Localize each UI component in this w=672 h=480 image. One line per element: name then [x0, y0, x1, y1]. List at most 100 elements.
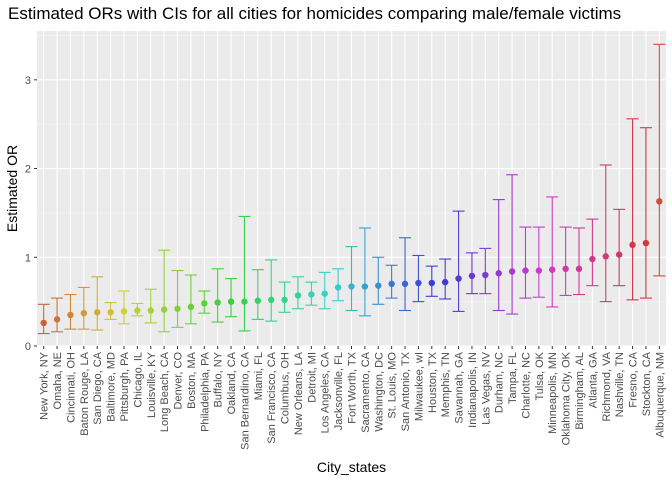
x-tick-label: Nashville, TN — [614, 352, 626, 417]
estimate-point — [53, 316, 61, 323]
y-tick-label: 0 — [25, 341, 31, 353]
x-tick-label: St. Louis, MO — [387, 352, 399, 419]
estimate-point — [67, 311, 74, 319]
x-tick-label: Memphis, TN — [440, 352, 452, 417]
x-tick-label: Buffalo, NY — [213, 351, 225, 407]
estimate-point — [415, 279, 422, 287]
estimate-point — [80, 309, 88, 317]
x-tick-label: San Antonio, TX — [400, 351, 412, 431]
estimate-point — [495, 270, 502, 277]
estimate-point — [174, 305, 181, 312]
x-tick-label: San Francisco, CA — [266, 351, 278, 443]
x-tick-label: New Orleans, LA — [293, 351, 305, 435]
x-tick-label: Sacramento, CA — [360, 351, 372, 432]
estimate-point — [575, 265, 583, 273]
estimate-point — [401, 280, 409, 288]
estimate-point — [40, 319, 47, 327]
estimate-point — [602, 253, 609, 260]
x-tick-label: Baton Rouge, LA — [79, 351, 91, 435]
estimate-point — [535, 267, 543, 274]
estimate-point — [522, 267, 529, 274]
estimate-point — [629, 241, 636, 249]
y-tick-label: 2 — [25, 164, 31, 176]
x-tick-label: Baltimore, MD — [106, 352, 118, 422]
x-tick-label: Philadelphia, PA — [199, 351, 211, 432]
estimate-point — [281, 296, 288, 304]
x-axis-label: City_states — [317, 459, 386, 475]
estimate-point — [375, 282, 382, 289]
x-tick-label: Omaha, NE — [52, 352, 64, 409]
estimate-point — [201, 300, 208, 307]
estimate-point — [134, 307, 141, 314]
estimate-point — [441, 278, 449, 286]
estimate-point — [160, 306, 168, 313]
x-tick-label: Cincinnati, OH — [65, 352, 77, 423]
y-axis-ticks: 0 1 2 3 — [25, 75, 37, 353]
x-tick-label: Indianapolis, IN — [467, 352, 479, 428]
x-tick-label: Atlanta, GA — [587, 351, 599, 408]
x-tick-label: Chicago, IL — [132, 352, 144, 408]
estimate-point — [268, 296, 275, 304]
estimate-point — [589, 255, 596, 263]
estimate-point — [562, 265, 569, 273]
x-tick-label: Albuquerque, NM — [654, 352, 666, 438]
x-tick-label: Los Angeles, CA — [320, 351, 332, 433]
x-tick-label: Milwaukee, wI — [413, 352, 425, 421]
x-tick-label: Oklahoma City, OK — [561, 351, 573, 445]
x-tick-label: Detroit, MI — [306, 352, 318, 403]
estimate-point — [361, 283, 369, 290]
x-tick-label: Birmingham, AL — [574, 352, 586, 430]
x-tick-label: Charlotte, NC — [520, 352, 532, 419]
estimate-point — [455, 275, 462, 282]
x-tick-label: Savannah, GA — [454, 351, 466, 423]
x-tick-label: Washington, DC — [373, 352, 385, 432]
estimate-point — [468, 272, 476, 280]
y-tick-label: 3 — [25, 75, 31, 87]
x-tick-label: Denver, CO — [173, 352, 185, 410]
estimate-point — [241, 298, 248, 305]
estimate-point — [308, 291, 315, 298]
estimate-point — [549, 266, 556, 273]
x-tick-label: San Diego, CA — [92, 351, 104, 424]
estimate-point — [508, 268, 516, 275]
x-tick-label: Durham, NC — [494, 352, 506, 413]
estimate-point — [227, 298, 235, 305]
x-tick-label: Houston, TX — [427, 351, 439, 413]
x-tick-label: Fresno, CA — [628, 351, 640, 407]
x-tick-label: New York, NY — [39, 351, 51, 420]
chart-title: Estimated ORs with CIs for all cities fo… — [8, 4, 622, 23]
estimate-point — [656, 198, 663, 205]
x-tick-label: Miami, FL — [253, 352, 265, 400]
estimate-point — [187, 303, 195, 311]
estimate-point — [388, 280, 395, 288]
x-tick-label: Tampa, FL — [507, 352, 519, 404]
estimate-point — [348, 283, 355, 290]
y-axis-label: Estimated OR — [4, 145, 20, 232]
x-tick-label: Louisville, KY — [146, 351, 158, 418]
estimate-point — [615, 251, 623, 258]
x-tick-label: Pittsburgh, PA — [119, 351, 131, 421]
estimate-point — [107, 309, 114, 316]
x-tick-label: Oakland, CA — [226, 351, 238, 414]
estimate-point — [120, 308, 128, 315]
x-tick-label: Boston, MA — [186, 351, 198, 409]
estimate-point — [334, 284, 342, 291]
estimate-point — [428, 279, 435, 287]
x-tick-label: San Bernardino, CA — [239, 351, 251, 449]
x-tick-label: Long Beach, CA — [159, 351, 171, 432]
estimate-point — [482, 271, 489, 279]
estimate-point — [254, 297, 262, 304]
x-tick-label: Fort Worth, TX — [347, 351, 359, 423]
x-tick-label: Las Vegas, NV — [480, 351, 492, 424]
x-axis-ticks: New York, NY Omaha, NE Cincinnati, OH Baton… — [39, 346, 666, 450]
estimate-point — [147, 307, 154, 314]
x-tick-label: Tulsa, OK — [534, 351, 546, 400]
estimate-point — [321, 290, 328, 297]
x-tick-label: Stockton, CA — [641, 351, 653, 416]
x-tick-label: Jacksonville, FL — [333, 352, 345, 430]
point-layer — [40, 198, 663, 327]
y-tick-label: 1 — [25, 252, 31, 264]
x-tick-label: Minneapolis, MN — [547, 352, 559, 434]
estimate-point — [214, 299, 221, 306]
